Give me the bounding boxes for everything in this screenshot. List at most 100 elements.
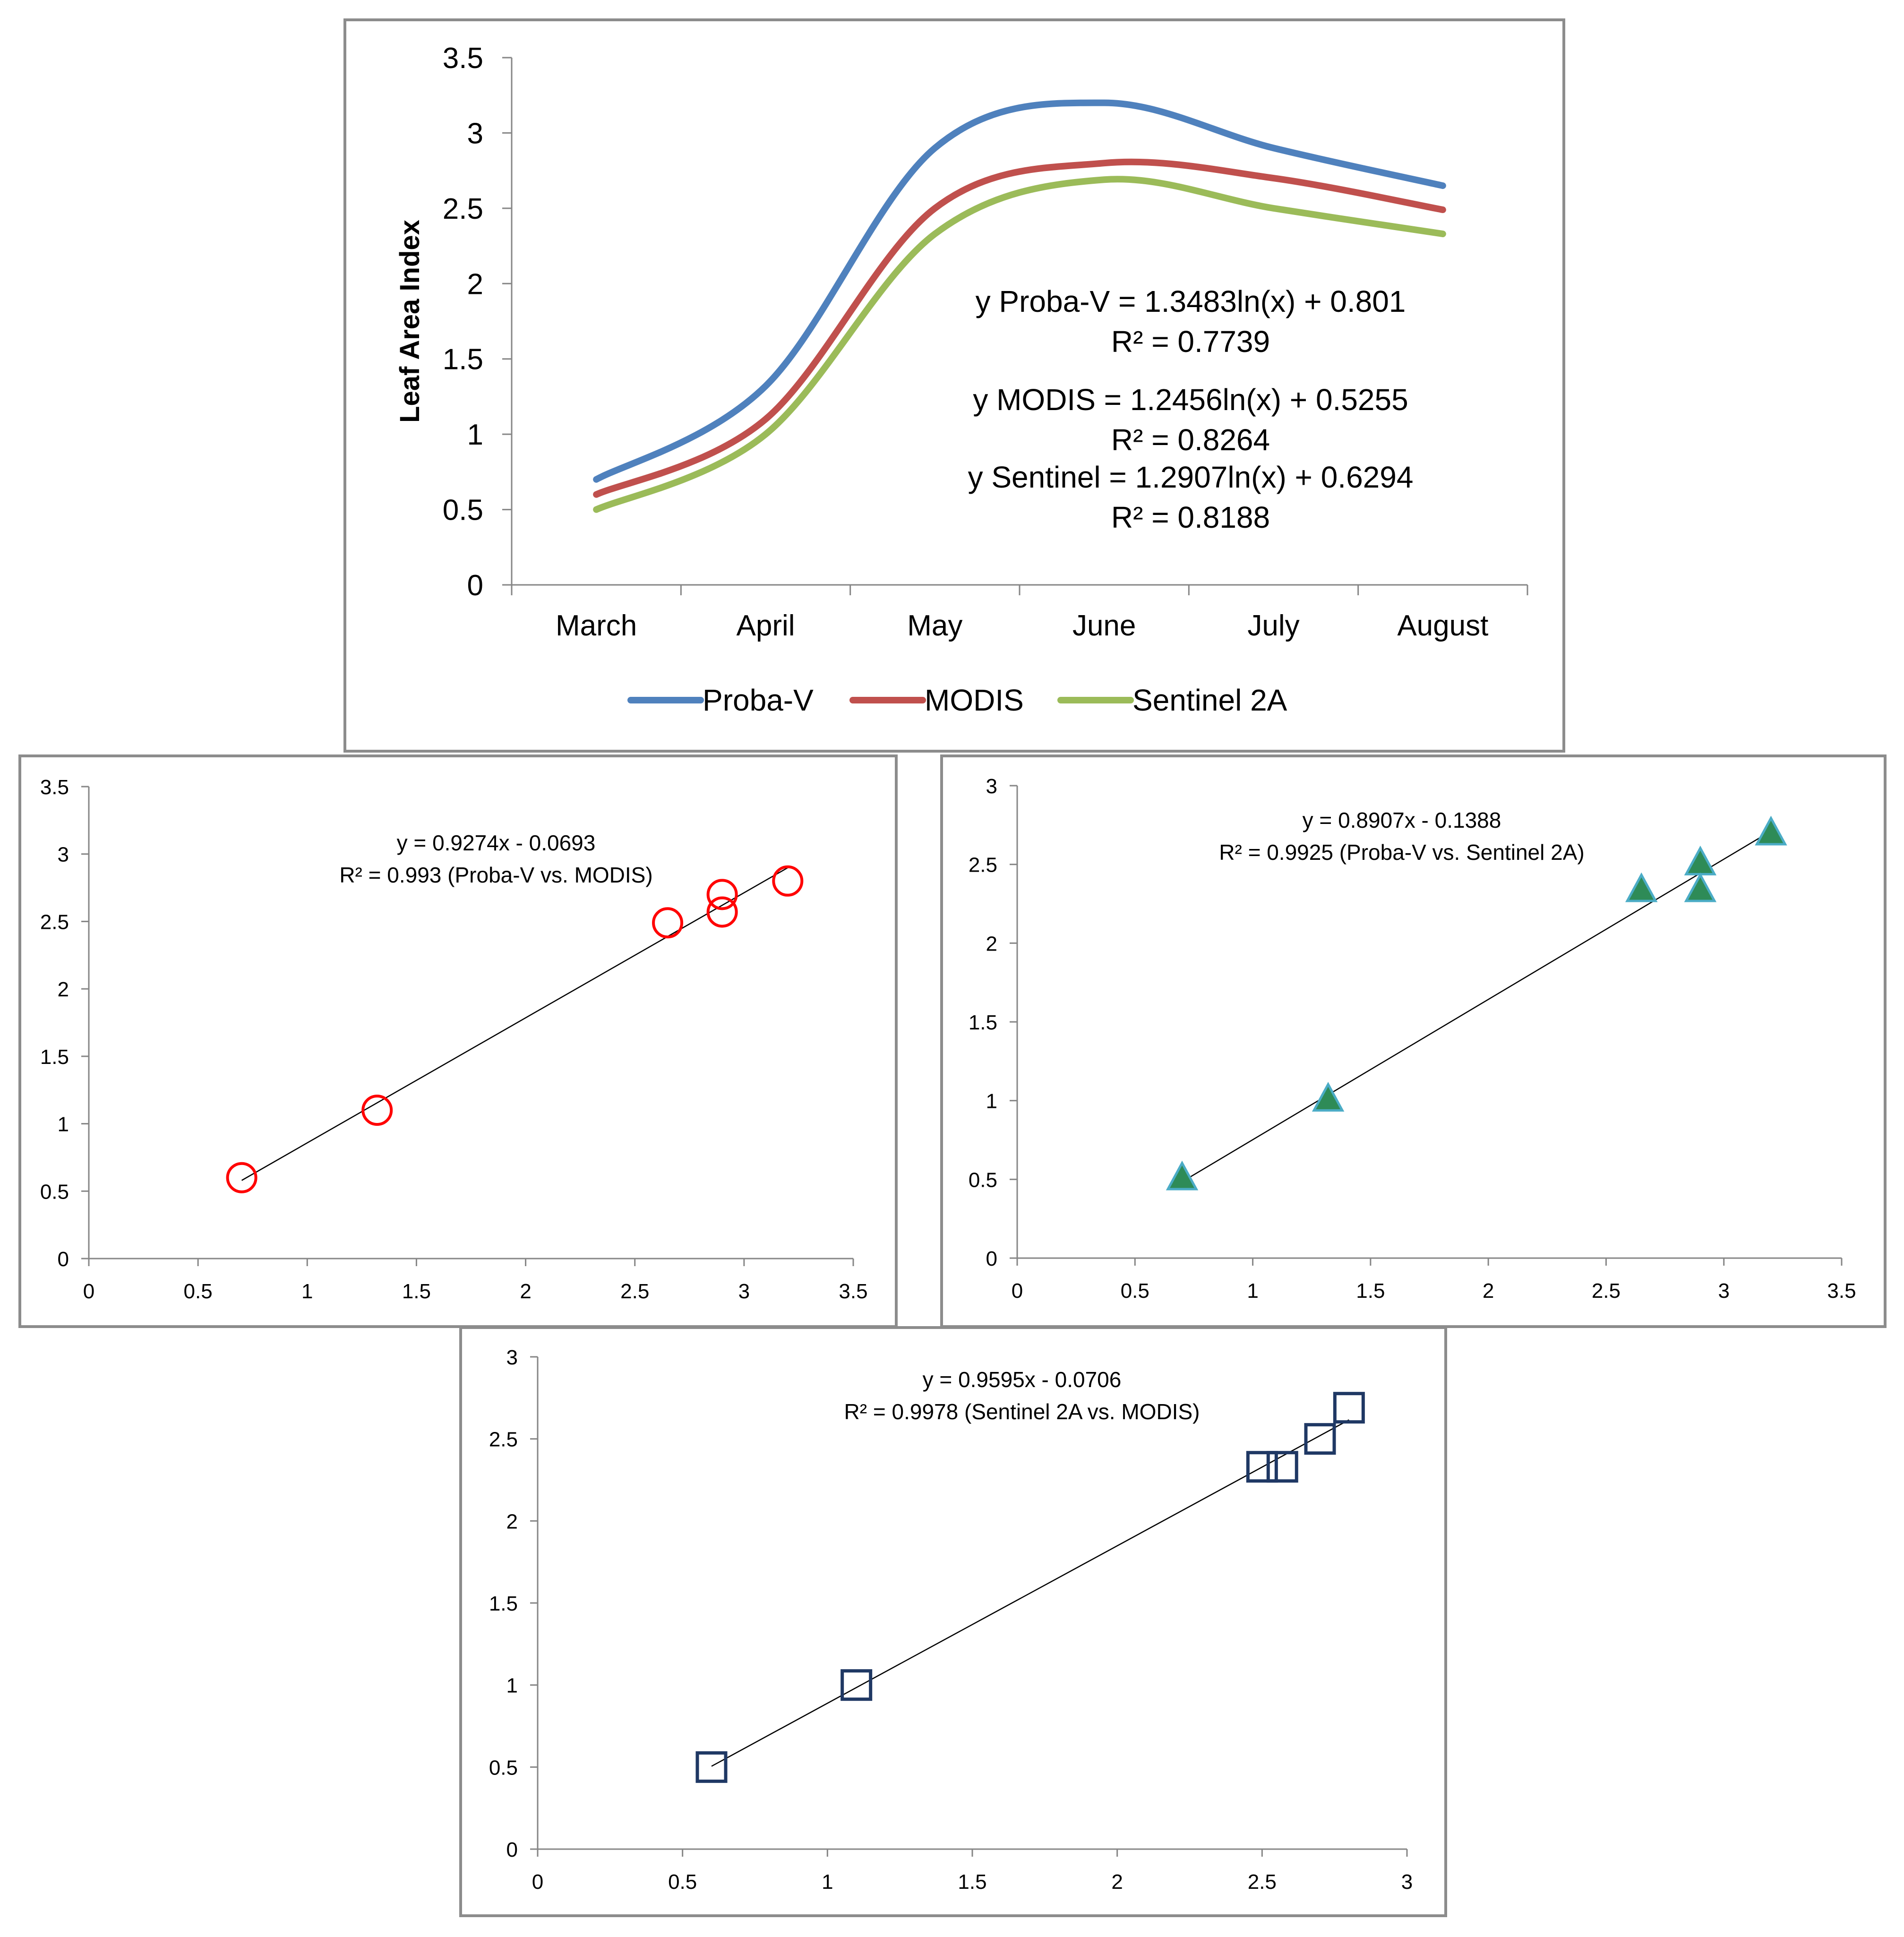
- y-tick-label: 1: [467, 419, 483, 451]
- y-tick-label: 2.5: [489, 1428, 518, 1451]
- x-tick-label: 2: [1111, 1870, 1123, 1894]
- data-point: [1755, 815, 1787, 846]
- y-axis-label: Leaf Area Index: [395, 220, 425, 423]
- x-tick-label: 3: [738, 1280, 750, 1303]
- y-tick-label: 1.5: [489, 1592, 518, 1615]
- data-point: [1304, 1423, 1336, 1455]
- y-tick-label: 0: [506, 1838, 518, 1861]
- chart-frame: [940, 754, 1887, 1328]
- y-tick-label: 2.5: [443, 193, 483, 225]
- x-tick-label: 2.5: [620, 1280, 649, 1303]
- series-line-1: [593, 99, 1446, 483]
- data-point: [695, 1751, 728, 1783]
- data-point: [652, 907, 684, 939]
- x-tick-label: 3.5: [839, 1280, 867, 1303]
- chart-frame: [18, 754, 898, 1328]
- data-point: [1312, 1081, 1345, 1112]
- y-tick-label: 0.5: [40, 1180, 69, 1203]
- data-point: [1246, 1451, 1278, 1483]
- equation-annotation: R² = 0.8188: [1111, 500, 1270, 534]
- equation-annotation: R² = 0.993 (Proba-V vs. MODIS): [339, 863, 652, 887]
- x-tick-label: 2: [520, 1280, 531, 1303]
- y-tick-label: 3: [986, 775, 997, 798]
- y-tick-label: 2: [506, 1510, 518, 1533]
- chart-frame: [343, 18, 1565, 753]
- equation-annotation: R² = 0.9978 (Sentinel 2A vs. MODIS): [844, 1399, 1200, 1424]
- equation-annotation: R² = 0.7739: [1111, 325, 1270, 359]
- x-tick-label: 1: [822, 1870, 833, 1894]
- y-tick-label: 3: [58, 843, 69, 866]
- trendline: [711, 1419, 1349, 1767]
- y-tick-label: 2: [58, 978, 69, 1001]
- data-point: [1333, 1392, 1365, 1424]
- y-tick-label: 1: [986, 1090, 997, 1113]
- equation-annotation: y Sentinel = 1.2907ln(x) + 0.6294: [968, 460, 1414, 494]
- y-tick-label: 1.5: [969, 1011, 997, 1034]
- x-tick-label: 1.5: [958, 1870, 986, 1894]
- series-line-2: [593, 158, 1446, 498]
- series-line-3: [593, 176, 1446, 513]
- trendline: [1182, 831, 1772, 1183]
- data-point: [1684, 872, 1717, 902]
- x-tick-label: May: [907, 609, 962, 642]
- x-tick-label: April: [736, 609, 795, 642]
- x-tick-label: June: [1072, 609, 1136, 642]
- chart-frame: [459, 1326, 1447, 1917]
- x-tick-label: 0.5: [184, 1280, 213, 1303]
- y-tick-label: 0.5: [489, 1756, 518, 1779]
- x-tick-label: 3.5: [1827, 1279, 1856, 1303]
- y-tick-label: 2: [467, 268, 483, 300]
- data-point: [1266, 1451, 1298, 1483]
- x-tick-label: 0.5: [1121, 1279, 1149, 1303]
- x-tick-label: 3: [1718, 1279, 1729, 1303]
- x-tick-label: 0.5: [668, 1870, 697, 1894]
- x-tick-label: 2: [1483, 1279, 1494, 1303]
- equation-annotation: R² = 0.8264: [1111, 423, 1270, 457]
- data-point: [841, 1669, 873, 1701]
- x-tick-label: 0: [1012, 1279, 1023, 1303]
- data-point: [1625, 872, 1658, 902]
- y-tick-label: 1: [58, 1113, 69, 1136]
- data-point: [1166, 1160, 1199, 1191]
- trendline: [241, 867, 788, 1181]
- y-tick-label: 0.5: [443, 494, 483, 527]
- x-tick-label: 0: [532, 1870, 543, 1894]
- y-tick-label: 1.5: [40, 1046, 69, 1069]
- legend-label: Sentinel 2A: [1132, 683, 1287, 717]
- y-tick-label: 0: [58, 1248, 69, 1271]
- x-tick-label: 1.5: [1356, 1279, 1385, 1303]
- x-tick-label: 0: [83, 1280, 94, 1303]
- x-tick-label: 3: [1401, 1870, 1413, 1894]
- scatter-probav-vs-modis: 0 0.5 1 1.5 2 2.5 3 3.5 0 0.5 1 1.5 2 2.5 3 3.5 y = 0.92…: [18, 754, 898, 1328]
- x-tick-label: 1: [301, 1280, 313, 1303]
- data-point: [361, 1095, 393, 1126]
- y-tick-label: 1: [506, 1674, 518, 1697]
- y-tick-label: 0.5: [969, 1168, 997, 1191]
- data-point: [772, 865, 804, 897]
- scatter-sentinel-vs-modis: 0 0.5 1 1.5 2 2.5 3 0 0.5 1 1.5 2 2.5 3 y = 0.9595x - …: [459, 1326, 1447, 1917]
- y-tick-label: 3.5: [40, 776, 69, 799]
- x-tick-label: 1.5: [402, 1280, 431, 1303]
- equation-annotation: y MODIS = 1.2456ln(x) + 0.5255: [973, 383, 1408, 417]
- equation-annotation: y = 0.8907x - 0.1388: [1303, 808, 1501, 832]
- x-tick-label: 1: [1247, 1279, 1258, 1303]
- equation-annotation: y Proba-V = 1.3483ln(x) + 0.801: [976, 284, 1406, 318]
- equation-annotation: y = 0.9274x - 0.0693: [397, 831, 596, 855]
- y-tick-label: 3: [506, 1346, 518, 1369]
- y-tick-label: 2.5: [969, 854, 997, 877]
- x-tick-label: March: [556, 609, 637, 642]
- x-tick-label: July: [1247, 609, 1299, 642]
- y-tick-label: 1.5: [443, 343, 483, 376]
- lai-time-series-chart: 0 0.5 1 1.5 2 2.5 3 3.5 March April May June July Aug…: [343, 18, 1565, 753]
- data-point: [706, 896, 738, 928]
- data-point: [706, 879, 738, 910]
- legend-label: MODIS: [925, 683, 1024, 717]
- equation-annotation: y = 0.9595x - 0.0706: [923, 1367, 1122, 1392]
- x-tick-label: 2.5: [1592, 1279, 1621, 1303]
- x-tick-label: August: [1397, 609, 1488, 642]
- y-tick-label: 2.5: [40, 910, 69, 934]
- y-tick-label: 2: [986, 932, 997, 955]
- scatter-probav-vs-sentinel: 0 0.5 1 1.5 2 2.5 3 0 0.5 1 1.5 2 2.5 3 3.5 y = 0.8907x…: [940, 754, 1887, 1328]
- y-tick-label: 3.5: [443, 42, 483, 75]
